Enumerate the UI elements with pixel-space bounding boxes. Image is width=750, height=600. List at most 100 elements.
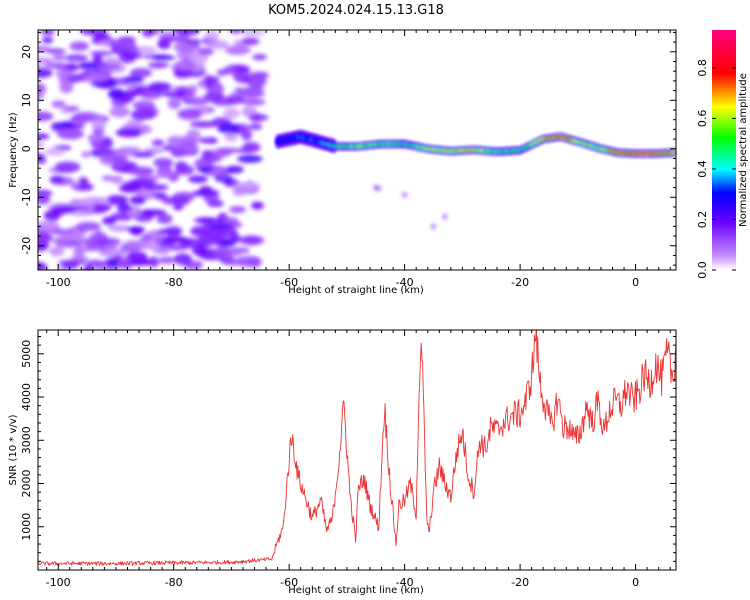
heatmap-cell	[251, 201, 264, 210]
heatmap-cell	[109, 105, 130, 118]
heatmap-cell	[65, 63, 78, 71]
heatmap-cell	[376, 186, 381, 191]
colorbar-gradient	[712, 30, 736, 270]
heatmap-cell	[223, 107, 240, 119]
heatmap-cell	[141, 241, 161, 250]
heatmap-cell	[431, 224, 436, 229]
y-tick-label: 2000	[20, 470, 33, 498]
heatmap-cell	[105, 195, 129, 206]
heatmap-cell	[148, 256, 160, 268]
heatmap-cell	[162, 235, 187, 244]
heatmap-cell	[129, 68, 152, 78]
heatmap-cell	[203, 194, 220, 203]
heatmap-cell	[50, 121, 74, 130]
noise-cells	[38, 30, 448, 270]
heatmap-cell	[69, 199, 86, 206]
heatmap-cell	[81, 151, 92, 158]
y-tick-label: 1000	[20, 513, 33, 541]
heatmap-cell	[123, 52, 143, 59]
heatmap-cell	[103, 57, 120, 66]
heatmap-cell	[196, 217, 218, 223]
heatmap-cell	[143, 147, 165, 154]
heatmap-cell	[241, 37, 260, 45]
x-tick-label: -80	[165, 576, 183, 589]
y-tick-label: 0	[20, 145, 33, 152]
heatmap-cell	[101, 175, 114, 181]
heatmap-cell	[232, 187, 248, 196]
heatmap-cell	[152, 55, 176, 61]
heatmap-cell	[211, 97, 237, 107]
x-tick-label: -100	[46, 276, 71, 289]
heatmap-cell	[229, 30, 243, 34]
heatmap-cell	[200, 154, 222, 163]
snr-series-line	[38, 330, 676, 566]
heatmap-cell	[89, 50, 113, 56]
heatmap-cell	[166, 135, 184, 148]
heatmap-cell	[115, 128, 143, 138]
heatmap-cell	[128, 258, 151, 266]
heatmap-cell	[78, 61, 100, 70]
heatmap-cell	[107, 88, 126, 100]
heatmap-cell	[44, 62, 72, 69]
y-tick-label: -10	[20, 188, 33, 206]
colorbar-tick-label: 0.0	[696, 261, 709, 279]
snr-frame	[37, 329, 677, 571]
heatmap-cell	[175, 164, 195, 176]
heatmap-cell	[190, 225, 210, 237]
heatmap-cell	[212, 227, 238, 237]
heatmap-cell	[64, 54, 89, 62]
heatmap-cell	[54, 161, 81, 173]
heatmap-cell	[107, 224, 131, 232]
x-tick-label: -40	[396, 276, 414, 289]
x-tick-label: -60	[280, 276, 298, 289]
heatmap-cell	[78, 176, 89, 187]
heatmap-cell	[237, 154, 263, 163]
heatmap-cell	[214, 246, 232, 257]
colorbar-tick-label: 0.2	[696, 211, 709, 229]
heatmap-cell	[248, 114, 269, 122]
heatmap-cell	[97, 33, 110, 41]
heatmap-cell	[38, 194, 50, 205]
x-tick-label: -40	[396, 576, 414, 589]
heatmap-cell	[38, 90, 44, 101]
heatmap-cell	[248, 123, 263, 131]
chart-title: KOM5.2024.024.15.13.G18	[268, 3, 444, 18]
x-tick-label: -60	[280, 576, 298, 589]
heatmap-cell	[173, 30, 201, 36]
y-tick-label: 20	[20, 45, 33, 59]
colorbar-tick-label: 0.8	[696, 59, 709, 77]
spectrogram-y-ticks: -20 -10 0 10 20	[20, 31, 676, 266]
heatmap-cell	[38, 67, 53, 78]
heatmap-cell	[102, 216, 117, 226]
heatmap-cell	[232, 65, 250, 72]
heatmap-cell	[76, 246, 101, 252]
heatmap-cell	[144, 30, 161, 36]
heatmap-cell	[38, 111, 54, 122]
heatmap-cell	[54, 239, 82, 248]
heatmap-cell	[91, 117, 107, 130]
y-tick-label: 5000	[20, 340, 33, 368]
spectrogram-x-ticks: -100 -80 -60 -40 -20 0	[46, 30, 671, 289]
heatmap-cell	[58, 259, 86, 265]
heatmap-cells	[38, 30, 676, 270]
heatmap-cell	[69, 210, 95, 217]
heatmap-cell	[38, 133, 50, 140]
heatmap-cell	[225, 165, 244, 174]
heatmap-cell	[148, 61, 168, 69]
heatmap-cell	[240, 30, 266, 37]
snr-y-label: SNR (10 * v/v)	[8, 414, 19, 485]
heatmap-cell	[57, 128, 84, 140]
heatmap-cell	[197, 47, 214, 56]
x-tick-label: -100	[46, 576, 71, 589]
heatmap-cell	[241, 106, 257, 118]
snr-panel: -100 -80 -60 -40 -20 0 1000 2000 3000 4000 5000 H…	[8, 329, 677, 596]
heatmap-cell	[38, 45, 52, 53]
heatmap-cell	[110, 175, 124, 185]
heatmap-cell	[217, 123, 242, 134]
heatmap-cell	[148, 82, 172, 93]
heatmap-cell	[235, 147, 257, 154]
heatmap-cell	[127, 166, 155, 176]
heatmap-cell	[224, 133, 238, 142]
heatmap-cell	[187, 96, 208, 104]
heatmap-cell	[49, 246, 65, 257]
